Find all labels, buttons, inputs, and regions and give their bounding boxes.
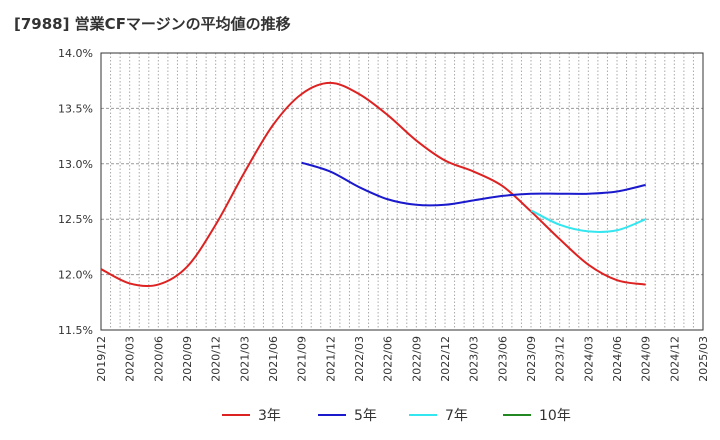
- x-tick-label: 2021/06: [267, 336, 280, 382]
- legend-item: 10年: [503, 404, 571, 426]
- x-tick-label: 2020/06: [152, 336, 165, 382]
- y-tick-label: 14.0%: [58, 47, 93, 60]
- x-tick-label: 2020/09: [181, 336, 194, 382]
- y-tick-label: 13.0%: [58, 158, 93, 171]
- axes: [100, 52, 704, 331]
- legend: 3年 5年 7年 10年: [0, 404, 720, 426]
- x-tick-label: 2024/03: [582, 336, 595, 382]
- legend-item: 3年: [222, 404, 281, 426]
- chart-title: [7988] 営業CFマージンの平均値の推移: [14, 15, 291, 33]
- x-tick-label: 2019/12: [95, 336, 108, 382]
- x-tick-labels: 2019/12 2020/03 2020/06 2020/09 2020/12 2021/…: [95, 336, 710, 382]
- legend-swatch: [409, 414, 437, 416]
- line-chart: 11.5%12.0%12.5%13.0%13.5%14.0% 2019/12 20…: [58, 47, 710, 382]
- y-tick-label: 11.5%: [58, 324, 93, 337]
- x-tick-label: 2023/09: [525, 336, 538, 382]
- series-lines: [100, 81, 647, 288]
- legend-label: 5年: [354, 408, 377, 424]
- y-tick-label: 13.5%: [58, 102, 93, 115]
- series-line-2: [301, 161, 646, 207]
- y-tick-label: 12.0%: [58, 269, 93, 282]
- x-tick-label: 2024/12: [668, 336, 681, 382]
- legend-label: 10年: [539, 408, 571, 424]
- legend-item: 5年: [318, 404, 377, 426]
- x-tick-label: 2023/12: [554, 336, 567, 382]
- x-tick-label: 2020/03: [124, 336, 137, 382]
- legend-swatch: [503, 414, 531, 416]
- x-tick-label: 2022/06: [382, 336, 395, 382]
- legend-item: 7年: [409, 404, 468, 426]
- legend-swatch: [318, 414, 346, 416]
- x-tick-label: 2020/12: [210, 336, 223, 382]
- series-line-1: [100, 81, 646, 288]
- series-line-3: [530, 209, 647, 233]
- x-tick-label: 2023/06: [496, 336, 509, 382]
- y-tick-label: 12.5%: [58, 213, 93, 226]
- grid-lines: [101, 53, 703, 330]
- x-tick-label: 2022/09: [410, 336, 423, 382]
- x-tick-label: 2024/09: [640, 336, 653, 382]
- y-tick-labels: 11.5% 12.0% 12.5% 13.0% 13.5% 14.0%: [58, 47, 93, 337]
- x-tick-label: 2021/03: [238, 336, 251, 382]
- x-tick-label: 2022/03: [353, 336, 366, 382]
- legend-label: 7年: [445, 408, 468, 424]
- x-tick-label: 2024/06: [611, 336, 624, 382]
- x-tick-label: 2023/03: [468, 336, 481, 382]
- x-tick-label: 2022/12: [439, 336, 452, 382]
- legend-swatch: [222, 414, 250, 416]
- x-tick-label: 2021/09: [296, 336, 309, 382]
- x-tick-label: 2021/12: [324, 336, 337, 382]
- legend-label: 3年: [258, 408, 281, 424]
- x-tick-label: 2025/03: [697, 336, 710, 382]
- plot-border: [100, 52, 704, 331]
